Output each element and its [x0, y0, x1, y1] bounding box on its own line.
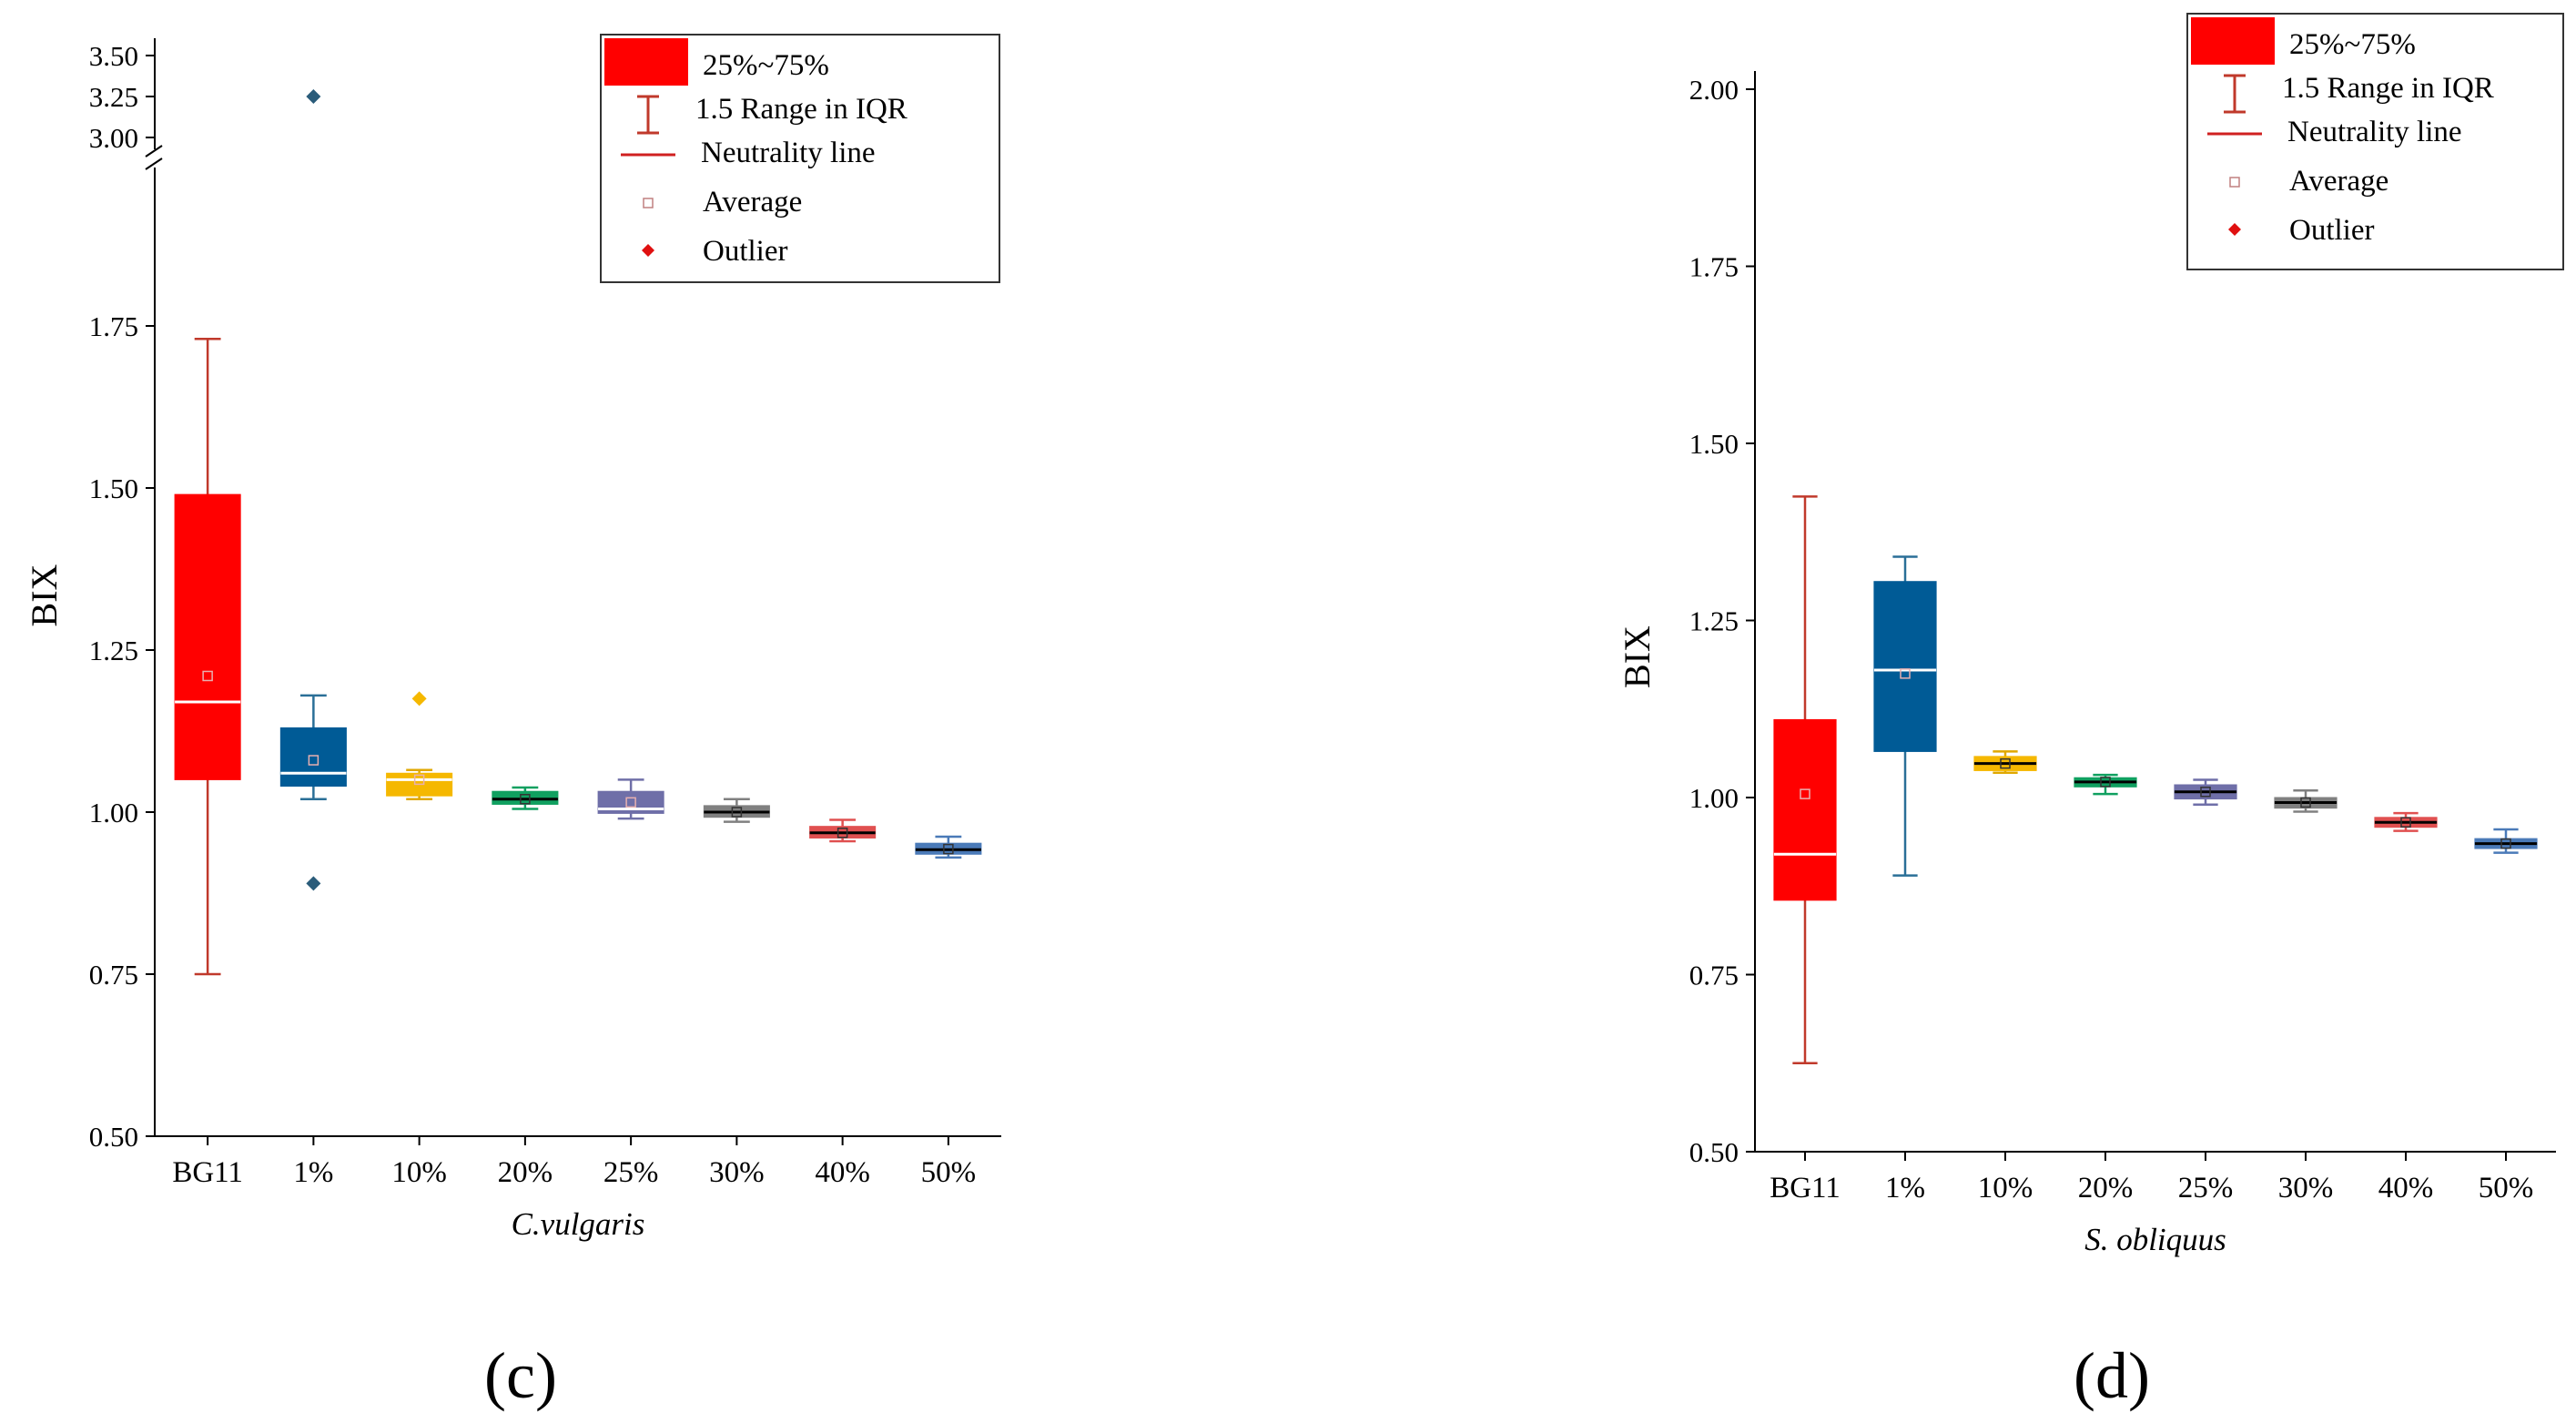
d-legend-label: Neutrality line: [2287, 116, 2462, 148]
c-axis-break-mark-upper: [145, 145, 163, 158]
d-mean-marker: [2400, 817, 2411, 828]
d-panel-label: (d): [2074, 1339, 2150, 1412]
c-x-tick-label: 20%: [498, 1156, 553, 1189]
c-y-tick-label: 1.25: [89, 635, 138, 666]
c-x-tick-label: 10%: [391, 1156, 447, 1189]
c-y-tick-label: 1.00: [89, 797, 138, 828]
d-y-tick-label: 0.50: [1689, 1136, 1739, 1168]
d-x-tick-label: 25%: [2178, 1172, 2234, 1204]
d-mean-marker: [2300, 797, 2311, 808]
d-mean-marker: [2000, 757, 2011, 769]
c-x-tick-label: 30%: [709, 1156, 765, 1189]
c-y-tick-label-upper: 3.50: [89, 40, 138, 72]
c-box-1%: [279, 727, 347, 788]
c-y-tick-label: 1.50: [89, 473, 138, 504]
c-legend-swatch-box: [604, 38, 688, 86]
c-y-tick-label-upper: 3.00: [89, 122, 138, 154]
d-mean-marker: [2200, 787, 2211, 798]
c-legend-swatch-outlier-icon: [642, 244, 654, 257]
d-x-tick-label: 50%: [2479, 1172, 2534, 1204]
c-x-tick-label: 25%: [603, 1156, 659, 1189]
c-mean-marker: [731, 807, 743, 818]
c-legend-label: 25%~75%: [703, 49, 829, 82]
c-mean-marker: [308, 755, 319, 766]
d-x-tick-label: 1%: [1885, 1172, 1925, 1204]
c-outlier-point: [306, 876, 321, 891]
d-mean-marker: [1900, 668, 1911, 679]
c-mean-marker: [520, 794, 531, 805]
c-legend-label: Outlier: [703, 235, 787, 268]
c-legend-swatch-average-icon: [643, 198, 654, 208]
d-x-tick-label: 10%: [1978, 1172, 2033, 1204]
d-y-tick-label: 0.75: [1689, 960, 1739, 991]
c-legend-label: 1.5 Range in IQR: [695, 93, 908, 126]
d-box-1%: [1873, 581, 1937, 752]
d-y-tick-label: 1.25: [1689, 605, 1739, 637]
d-x-tick-label: 20%: [2078, 1172, 2134, 1204]
c-mean-marker: [943, 843, 954, 855]
c-y-tick-label: 0.50: [89, 1121, 138, 1153]
c-mean-marker: [625, 797, 636, 808]
d-legend-swatch-average-icon: [2229, 177, 2240, 188]
d-legend-label: 25%~75%: [2289, 28, 2416, 61]
d-y-axis-title: BIX: [1617, 625, 1658, 688]
d-y-tick-label: 1.00: [1689, 782, 1739, 814]
c-x-tick-label: BG11: [172, 1156, 243, 1189]
c-panel-label: (c): [484, 1339, 557, 1412]
d-mean-marker: [1800, 788, 1810, 799]
c-x-axis-title: C.vulgaris: [512, 1206, 645, 1242]
d-x-tick-label: 30%: [2278, 1172, 2334, 1204]
d-mean-marker: [2500, 838, 2511, 849]
c-legend-label: Average: [703, 186, 802, 219]
c-legend-label: Neutrality line: [701, 137, 876, 169]
chart-panel-c: 0.50 0.75 1.00 1.25 1.50 1.75 3.00 3.25 3.50 BG11…: [24, 34, 1001, 1412]
d-legend-label: Average: [2289, 165, 2388, 198]
c-x-tick-label: 40%: [815, 1156, 870, 1189]
c-mean-marker: [202, 670, 213, 682]
c-x-tick-label: 50%: [921, 1156, 977, 1189]
c-outlier-point: [306, 89, 321, 104]
d-x-axis-title: S. obliquus: [2084, 1222, 2226, 1257]
c-y-axis-title: BIX: [24, 564, 65, 626]
c-x-tick-label: 1%: [293, 1156, 333, 1189]
d-legend-label: Outlier: [2289, 214, 2374, 247]
d-box-BG11: [1773, 718, 1837, 901]
d-mean-marker: [2100, 777, 2111, 788]
d-y-tick-label: 1.50: [1689, 428, 1739, 460]
d-x-tick-label: 40%: [2378, 1172, 2434, 1204]
d-y-tick-label: 1.75: [1689, 251, 1739, 283]
c-outlier-point: [411, 691, 427, 706]
chart-panel-d: 0.50 0.75 1.00 1.25 1.50 1.75 2.00 BG11 1% 10% 20%…: [1617, 13, 2564, 1412]
c-mean-marker: [413, 774, 425, 786]
d-legend-label: 1.5 Range in IQR: [2282, 72, 2494, 105]
d-x-tick-label: BG11: [1770, 1172, 1841, 1204]
c-y-tick-label: 1.75: [89, 310, 138, 342]
c-mean-marker: [837, 828, 848, 839]
c-axis-break-mark-lower: [145, 158, 163, 170]
d-y-tick-label: 2.00: [1689, 74, 1739, 106]
c-y-tick-label: 0.75: [89, 959, 138, 991]
c-box-BG11: [174, 493, 241, 780]
d-legend-swatch-outlier-icon: [2228, 223, 2241, 236]
c-y-tick-label-upper: 3.25: [89, 81, 138, 113]
d-legend-swatch-box: [2191, 17, 2275, 65]
